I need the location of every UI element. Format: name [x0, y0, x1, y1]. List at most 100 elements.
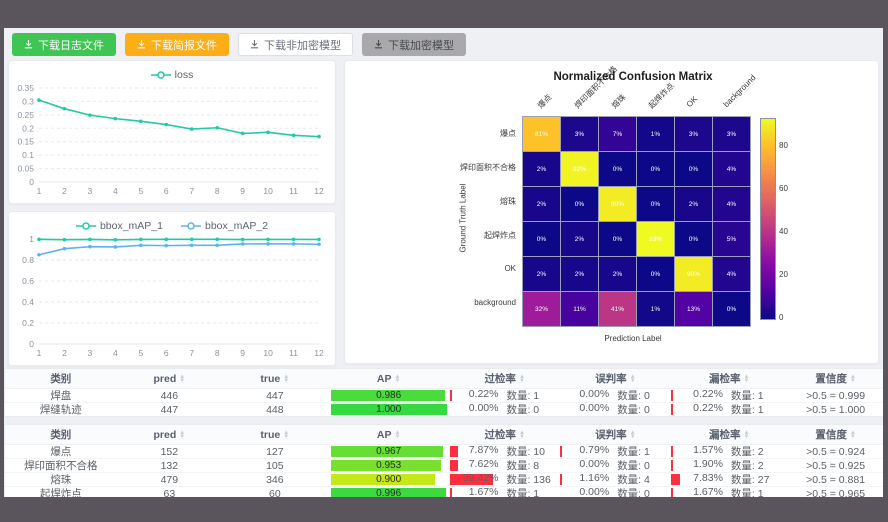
rate-percent: 0.00% — [579, 459, 610, 470]
sort-icon[interactable]: ▲ ▼ — [744, 374, 750, 384]
class-name-cell: 起焊炸点 — [39, 488, 82, 497]
legend-marker-icon — [181, 222, 201, 230]
rate-count: 数量: 27 — [730, 474, 770, 486]
sort-icon[interactable]: ▲ ▼ — [179, 430, 185, 440]
column-header-过检率[interactable]: 过检率 ▲ ▼ — [450, 369, 560, 388]
data-point — [113, 245, 118, 249]
colorbar-tick: 80 — [779, 140, 788, 150]
column-header-漏检率[interactable]: 漏检率 ▲ ▼ — [671, 425, 787, 444]
sort-desc-caret: ▼ — [629, 377, 636, 384]
column-header-误判率[interactable]: 误判率 ▲ ▼ — [560, 425, 672, 444]
download-icon — [137, 40, 146, 49]
colorbar-tick: 0 — [779, 313, 784, 322]
svg-text:6: 6 — [164, 348, 169, 358]
svg-text:0.6: 0.6 — [22, 276, 34, 286]
svg-text:0.3: 0.3 — [22, 96, 34, 106]
data-point — [240, 237, 245, 242]
column-header-漏检率[interactable]: 漏检率 ▲ ▼ — [671, 369, 787, 388]
matrix-cell: 0% — [675, 152, 712, 186]
download-log-button[interactable]: 下载日志文件 — [12, 33, 116, 56]
legend-item-bbox_mAP_1[interactable]: bbox_mAP_1 — [75, 220, 163, 232]
download-encrypted-model-button[interactable]: 下载加密模型 — [362, 33, 466, 56]
svg-text:0.2: 0.2 — [22, 318, 34, 328]
data-point — [266, 130, 270, 135]
rate-count: 数量: 1 — [506, 390, 540, 402]
class-name-cell: 焊盘 — [50, 390, 72, 402]
column-header-置信度[interactable]: 置信度 ▲ ▼ — [787, 369, 883, 388]
window-chrome-left — [0, 0, 4, 522]
matrix-row-label: 焊印面积不合格 — [460, 163, 516, 172]
data-point — [317, 242, 321, 247]
legend-item-loss[interactable]: loss — [150, 69, 193, 81]
svg-text:2: 2 — [62, 348, 67, 358]
data-point — [37, 237, 41, 242]
sort-icon[interactable]: ▲ ▼ — [629, 374, 636, 384]
sort-icon[interactable]: ▲ ▼ — [179, 374, 185, 384]
rate-percent: 0.22% — [693, 403, 723, 414]
sort-icon[interactable]: ▲ ▼ — [743, 429, 750, 440]
rate-text: 1.67% 数量: 1 — [450, 487, 560, 497]
column-header-误判率[interactable]: 误判率 ▲ ▼ — [560, 369, 672, 388]
column-header-AP[interactable]: AP ▲ ▼ — [328, 425, 450, 444]
column-header-置信度[interactable]: 置信度 ▲ ▼ — [787, 425, 883, 444]
sort-icon[interactable]: ▲ ▼ — [394, 374, 400, 384]
sort-icon[interactable]: ▲ ▼ — [630, 430, 636, 440]
sort-icon[interactable]: ▲ ▼ — [518, 373, 525, 384]
class-name-cell: 熔珠 — [50, 474, 72, 486]
download-unencrypted-model-button[interactable]: 下载非加密模型 — [238, 33, 353, 56]
column-header-pred[interactable]: pred ▲ ▼ — [117, 425, 222, 444]
ap-cell: 0.986 — [328, 389, 450, 402]
matrix-cell: 90% — [599, 187, 636, 221]
legend-item-bbox_mAP_2[interactable]: bbox_mAP_2 — [181, 220, 268, 232]
true-cell: 448 — [266, 403, 284, 416]
matrix-cell: 0% — [637, 152, 674, 186]
over-detection-cell: 1.67% 数量: 1 — [449, 487, 560, 497]
data-point — [139, 243, 143, 248]
svg-text:11: 11 — [289, 348, 298, 358]
matrix-cell: 4% — [713, 187, 750, 221]
column-header-pred[interactable]: pred ▲ ▼ — [117, 369, 222, 388]
pred-cell: 132 — [160, 459, 179, 472]
sort-icon[interactable]: ▲ ▼ — [519, 430, 525, 440]
svg-text:0.1: 0.1 — [22, 150, 34, 160]
column-header-label: 误判率 — [595, 429, 627, 441]
sort-asc-caret: ▲ — [518, 373, 525, 380]
rate-count: 数量: 1 — [506, 488, 540, 497]
svg-text:0: 0 — [29, 339, 34, 349]
svg-text:1: 1 — [37, 186, 42, 196]
rate-percent: 1.67% — [468, 487, 499, 497]
sort-icon[interactable]: ▲ ▼ — [283, 430, 289, 440]
sort-asc-caret: ▲ — [743, 429, 750, 436]
sort-icon[interactable]: ▲ ▼ — [850, 430, 856, 440]
window-chrome-top — [0, 0, 888, 28]
matrix-cell: 2% — [561, 257, 598, 291]
matrix-cell: 4% — [713, 152, 750, 186]
legend-label: bbox_mAP_2 — [205, 220, 269, 232]
data-point — [291, 237, 296, 242]
sort-desc-caret: ▼ — [518, 377, 525, 384]
rate-bar — [449, 390, 452, 401]
data-point — [215, 125, 219, 130]
sort-desc-caret: ▼ — [849, 377, 856, 384]
misjudge-cell: 0.00% 数量: 0 — [560, 487, 672, 497]
colorbar — [760, 118, 776, 320]
rate-text: 39.42% 数量: 136 — [450, 473, 560, 486]
rate-percent: 7.62% — [468, 459, 499, 470]
svg-text:0.15: 0.15 — [17, 137, 34, 147]
svg-text:8: 8 — [215, 186, 220, 196]
column-header-AP[interactable]: AP ▲ ▼ — [328, 369, 450, 388]
data-point — [291, 133, 296, 138]
column-header-true[interactable]: true ▲ ▼ — [222, 425, 327, 444]
matrix-cell: 5% — [713, 222, 750, 256]
column-header-过检率[interactable]: 过检率 ▲ ▼ — [450, 425, 560, 444]
sort-icon[interactable]: ▲ ▼ — [849, 374, 856, 384]
column-header-true[interactable]: true ▲ ▼ — [222, 369, 327, 388]
download-report-button[interactable]: 下载简报文件 — [125, 33, 229, 56]
rate-text: 0.00% 数量: 0 — [560, 403, 672, 416]
matrix-cell: 3% — [713, 117, 750, 151]
sort-icon[interactable]: ▲ ▼ — [283, 374, 289, 384]
series-line-bbox_mAP_1 — [38, 238, 319, 241]
column-header-label: true — [260, 372, 281, 385]
sort-icon[interactable]: ▲ ▼ — [394, 430, 400, 440]
svg-text:12: 12 — [314, 348, 324, 358]
